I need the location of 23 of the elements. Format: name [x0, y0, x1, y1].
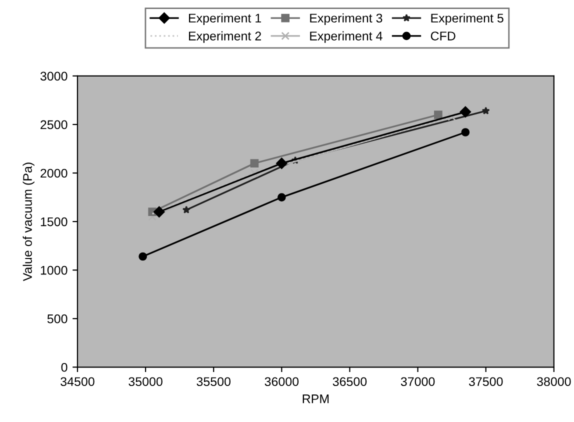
y-tick-label: 2500 [40, 120, 68, 130]
legend-label: CFD [430, 32, 456, 40]
legend-label: Experiment 4 [310, 31, 382, 43]
y-axis-title: Value of vacuum (Pa) [22, 162, 34, 282]
x-tick-label: 34500 [60, 377, 94, 386]
x-tick-label: 36500 [332, 377, 367, 386]
x-tick-label: 35000 [128, 377, 162, 386]
legend-label: Experiment 5 [431, 13, 504, 26]
x-tick-label: 37500 [468, 377, 503, 386]
y-tick-label: 1000 [40, 266, 68, 275]
x-tick-label: 35500 [196, 377, 231, 386]
y-tick-label: 0 [61, 362, 68, 372]
x-axis-title: RPM [302, 394, 329, 404]
y-tick-label: 1500 [40, 217, 68, 226]
legend-label: Experiment 3 [310, 13, 382, 26]
x-tick-label: 38000 [537, 377, 571, 386]
y-tick-label: 3000 [40, 72, 68, 81]
y-tick-label: 2000 [40, 168, 68, 178]
legend-label: Experiment 2 [188, 31, 261, 43]
legend-label: Experiment 1 [188, 13, 262, 26]
x-tick-label: 37000 [400, 377, 435, 386]
y-tick-label: 500 [47, 314, 68, 324]
x-tick-label: 36000 [264, 377, 299, 386]
